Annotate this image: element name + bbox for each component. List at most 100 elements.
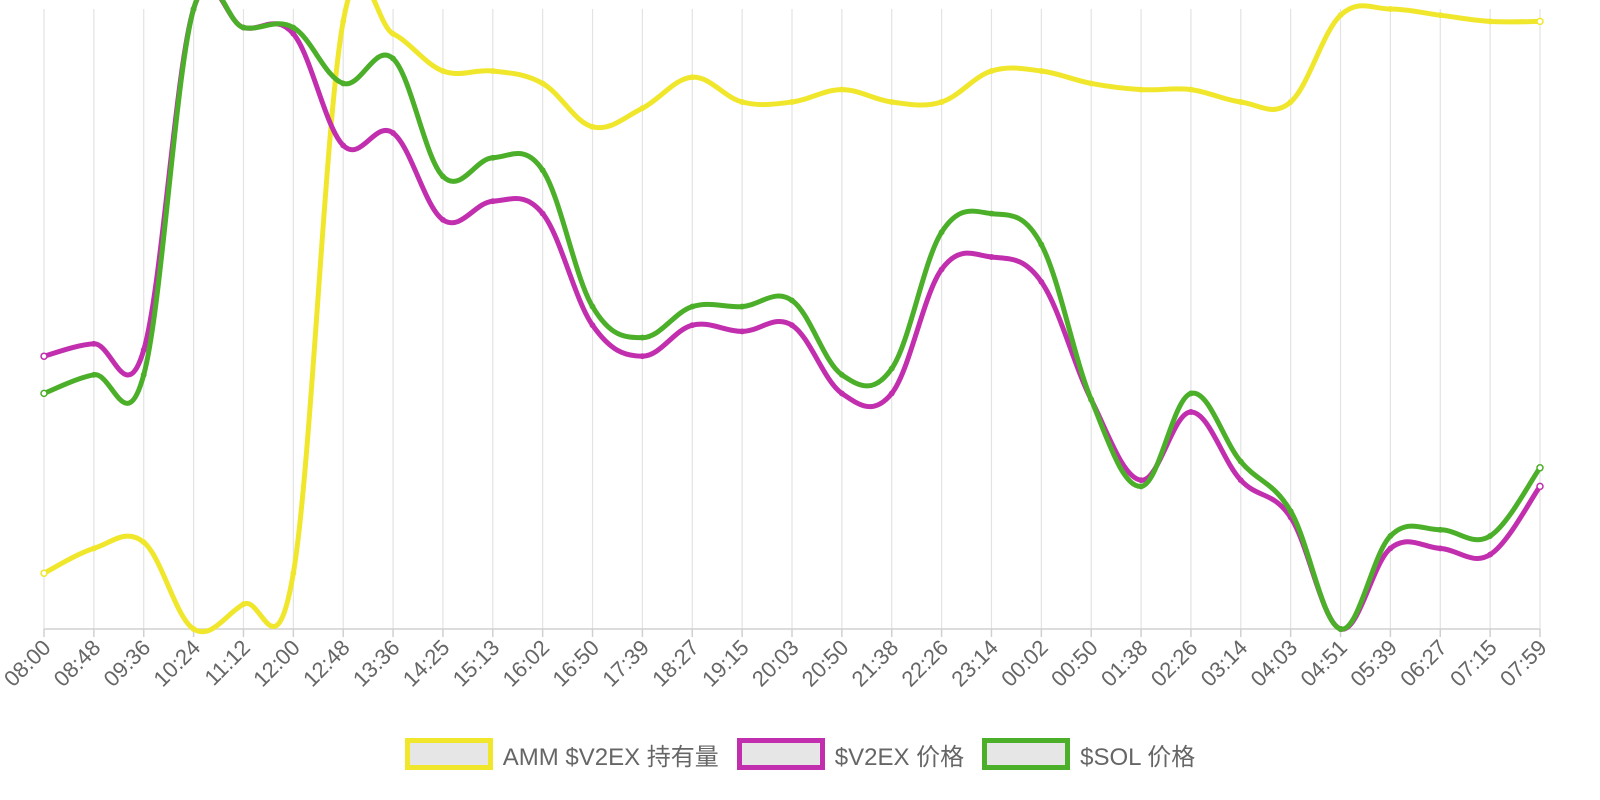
data-point	[789, 99, 795, 105]
data-point	[539, 80, 546, 87]
x-tick-label: 20:50	[797, 635, 854, 692]
legend-swatch-amm-v2ex-holdings	[404, 738, 493, 770]
x-tick-label: 18:27	[647, 635, 704, 692]
data-point	[40, 389, 48, 398]
x-tick-label: 16:02	[498, 635, 555, 692]
data-point	[390, 30, 397, 37]
data-point	[739, 303, 746, 310]
x-tick-label: 02:26	[1146, 635, 1203, 692]
x-tick-label: 20:03	[747, 635, 804, 692]
data-point	[1387, 545, 1394, 552]
series-0	[40, 0, 1544, 635]
x-tick-label: 00:02	[996, 635, 1053, 692]
data-point	[639, 334, 646, 341]
legend-label-v2ex-price: $V2EX 价格	[834, 743, 965, 771]
line-chart: 08:0008:4809:3610:2411:1212:0012:4813:36…	[0, 0, 1552, 692]
data-point	[1237, 458, 1244, 465]
data-point	[838, 371, 845, 378]
data-point	[140, 539, 147, 546]
data-point	[90, 371, 97, 378]
data-point	[639, 353, 646, 360]
data-point	[40, 352, 48, 360]
series-2	[40, 0, 1544, 632]
data-point	[1437, 12, 1444, 19]
data-point	[489, 154, 496, 161]
x-tick-labels: 08:0008:4809:3610:2411:1212:0012:4813:36…	[0, 635, 1552, 692]
data-point	[390, 55, 397, 62]
data-point	[1536, 17, 1544, 26]
data-point	[1237, 477, 1244, 484]
data-point	[1138, 86, 1145, 93]
data-point	[1038, 68, 1045, 74]
data-point	[1536, 464, 1544, 472]
data-point	[838, 390, 845, 397]
x-tick-label: 04:51	[1295, 635, 1352, 692]
data-point	[90, 340, 97, 347]
x-tick-label: 22:26	[897, 635, 954, 692]
data-point	[1088, 396, 1095, 403]
data-point	[789, 297, 795, 304]
data-point	[1487, 533, 1494, 539]
data-point	[988, 254, 995, 260]
data-point	[1138, 477, 1145, 484]
x-tick-label: 14:25	[398, 635, 455, 692]
data-point	[739, 328, 746, 335]
data-point	[1536, 482, 1544, 491]
x-tick-label: 16:50	[547, 635, 604, 692]
legend-label-sol-price: $SOL 价格	[1080, 743, 1196, 771]
data-point	[439, 216, 446, 223]
data-point	[290, 30, 297, 37]
legend-item-amm-v2ex-holdings[interactable]: AMM $V2EX 持有量	[404, 737, 719, 772]
data-point	[240, 24, 247, 31]
legend-swatch-sol-price	[982, 738, 1071, 770]
data-point	[589, 123, 596, 130]
data-point	[1187, 409, 1194, 415]
data-point	[689, 322, 696, 329]
x-tick-label: 17:39	[597, 635, 654, 692]
legend-item-v2ex-price[interactable]: $V2EX 价格	[736, 737, 965, 772]
data-point	[1387, 533, 1394, 539]
x-tick-label: 19:15	[697, 635, 754, 692]
series-line	[41, 0, 1543, 635]
x-tick-label: 12:00	[248, 635, 305, 692]
data-point	[1187, 390, 1194, 397]
x-tick-label: 23:14	[946, 635, 1003, 692]
grid-lines	[43, 9, 1541, 629]
x-tick-label: 08:00	[0, 635, 56, 692]
x-tick-label: 13:36	[348, 635, 405, 692]
x-tick-label: 06:27	[1395, 635, 1452, 692]
data-point	[1287, 99, 1294, 105]
data-point	[140, 347, 147, 353]
data-point	[888, 99, 895, 105]
legend-item-sol-price[interactable]: $SOL 价格	[982, 737, 1195, 772]
data-point	[938, 99, 945, 105]
data-point	[789, 322, 795, 329]
data-point	[1387, 6, 1394, 12]
data-point	[988, 210, 995, 217]
data-point	[1437, 526, 1444, 533]
data-point	[290, 570, 297, 577]
data-point	[390, 130, 397, 136]
x-tick-label: 07:15	[1445, 635, 1502, 692]
data-point	[1487, 551, 1494, 558]
x-tick-label: 03:14	[1196, 635, 1253, 692]
data-point	[838, 86, 845, 93]
data-point	[1287, 508, 1294, 515]
data-point	[539, 167, 546, 174]
data-point	[1187, 86, 1194, 93]
x-tick-label: 12:48	[298, 635, 355, 692]
x-tick-label: 00:50	[1046, 635, 1103, 692]
data-point	[489, 198, 496, 205]
x-tick-label: 21:38	[847, 635, 904, 692]
legend-label-amm-v2ex-holdings: AMM $V2EX 持有量	[502, 743, 719, 771]
x-tick-label: 01:38	[1096, 635, 1153, 692]
data-point	[1337, 626, 1344, 632]
data-point	[439, 173, 446, 180]
x-tick-label: 07:59	[1495, 635, 1552, 692]
data-point	[340, 142, 347, 149]
data-point	[190, 626, 197, 632]
data-point	[988, 68, 995, 74]
series-layer	[40, 0, 1544, 635]
x-tick-label: 11:12	[200, 635, 255, 690]
x-tick-label: 09:36	[99, 635, 156, 692]
